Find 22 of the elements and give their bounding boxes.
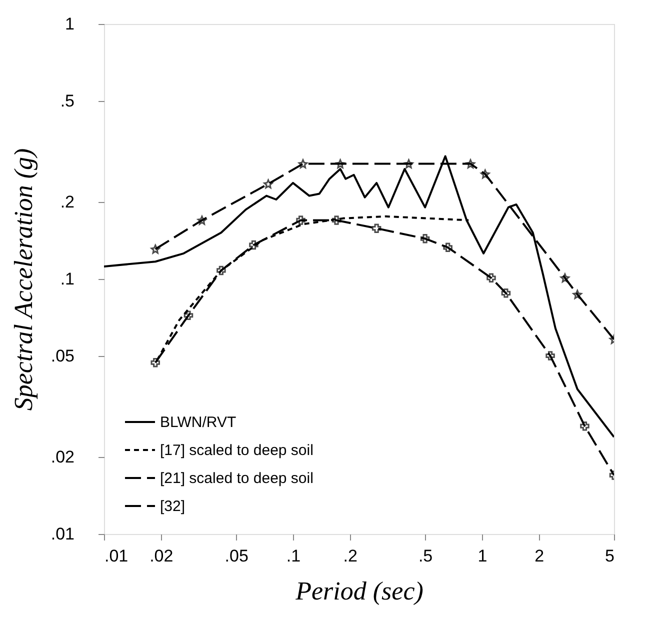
- y-tick-label: .02: [50, 448, 74, 467]
- x-tick-label: 5: [605, 546, 614, 566]
- x-tick-label: .02: [150, 546, 174, 566]
- y-tick-label: .5: [60, 91, 74, 110]
- y-tick-label: 1: [65, 14, 74, 34]
- legend-label: BLWN/RVT: [160, 414, 236, 431]
- y-axis-title: Spectral Acceleration (g): [8, 148, 38, 411]
- legend-label: [32]: [160, 498, 186, 515]
- y-tick-label: .01: [50, 524, 74, 544]
- y-tick-label: .1: [60, 270, 74, 288]
- x-tick-label: .01: [104, 546, 128, 566]
- x-tick-label: 2: [534, 546, 544, 566]
- x-tick-label: .2: [343, 546, 358, 566]
- x-tick-label: .1: [286, 546, 301, 566]
- y-tick-label: .05: [50, 346, 74, 366]
- x-tick-label: .5: [418, 546, 433, 566]
- x-tick-label: .05: [224, 546, 248, 566]
- legend-label: [21] scaled to deep soil: [160, 470, 314, 487]
- x-axis-title: Period (sec): [294, 576, 424, 606]
- y-tick-label: .2: [60, 192, 74, 212]
- x-tick-label: 1: [478, 546, 488, 566]
- legend-label: [17] scaled to deep soil: [160, 442, 314, 459]
